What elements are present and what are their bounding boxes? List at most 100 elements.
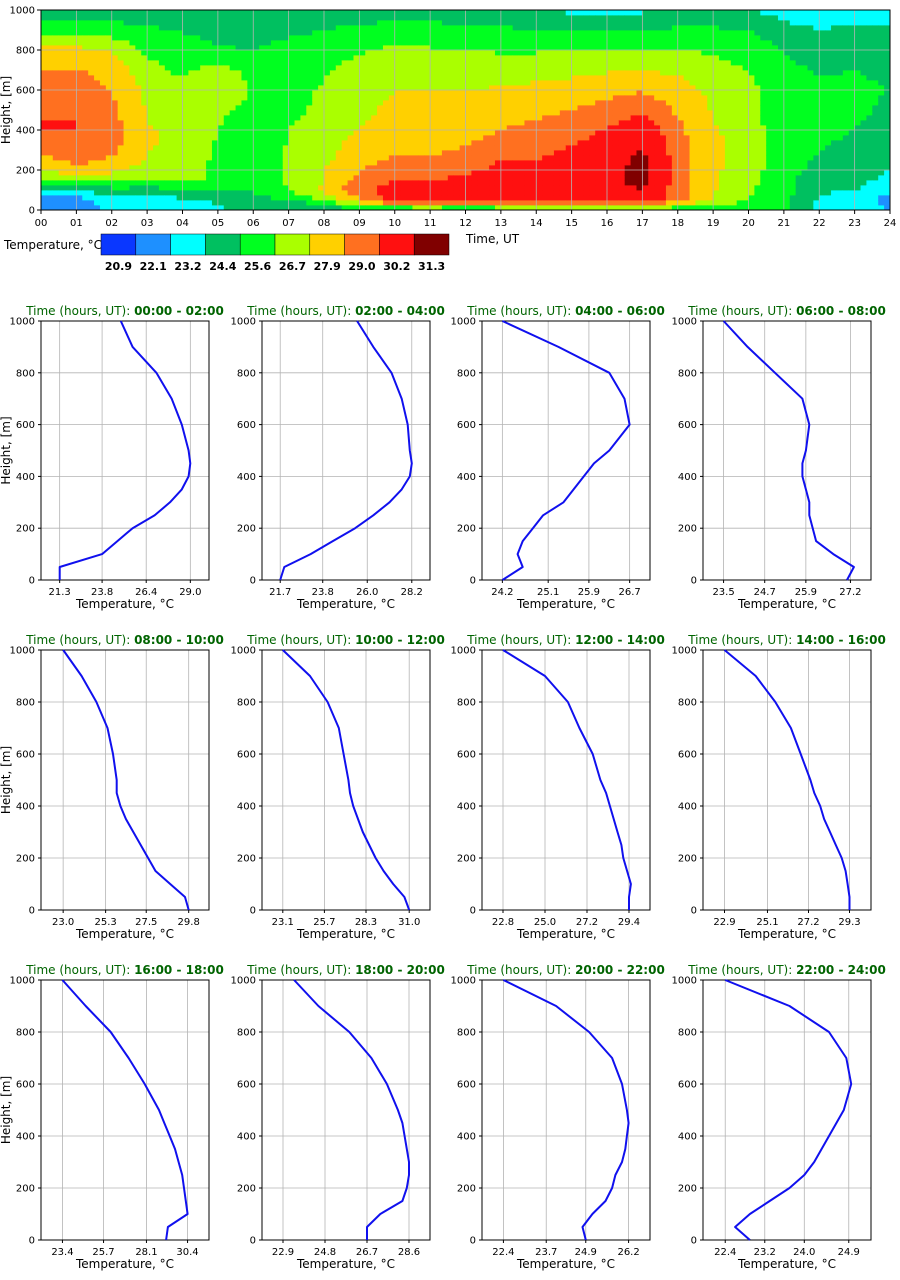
heatmap-cell xyxy=(736,115,744,121)
heatmap-cell xyxy=(217,75,225,81)
heatmap-cell xyxy=(424,45,431,51)
heatmap-cell xyxy=(164,150,172,156)
heatmap-cell xyxy=(117,145,124,151)
heatmap-cell xyxy=(306,120,313,126)
heatmap-cell xyxy=(99,155,107,161)
heatmap-cell xyxy=(459,200,466,206)
heatmap-cell xyxy=(135,15,142,21)
heatmap-cell xyxy=(324,200,331,206)
heatmap-cell xyxy=(577,195,584,201)
heatmap-cell xyxy=(536,65,543,71)
heatmap-cell xyxy=(453,190,461,196)
heatmap-cell xyxy=(371,10,378,16)
heatmap-cell xyxy=(689,50,696,56)
heatmap-cell xyxy=(447,180,455,186)
heatmap-cell xyxy=(754,55,761,61)
heatmap-cell xyxy=(341,40,348,46)
heatmap-cell xyxy=(377,100,384,106)
heatmap-cell xyxy=(158,50,166,56)
heatmap-cell xyxy=(406,50,413,56)
heatmap-cell xyxy=(335,65,343,71)
heatmap-cell xyxy=(742,40,749,46)
heatmap-cell xyxy=(695,150,702,156)
heatmap-cell xyxy=(701,180,708,186)
heatmap-cell xyxy=(371,195,378,201)
heatmap-cell xyxy=(601,90,608,96)
heatmap-cell xyxy=(436,155,443,161)
heatmap-cell xyxy=(577,20,584,26)
heatmap-cell xyxy=(400,45,407,51)
heatmap-cell xyxy=(105,200,113,206)
heatmap-cell xyxy=(229,55,236,61)
heatmap-cell xyxy=(713,135,720,141)
heatmap-cell xyxy=(506,190,514,196)
heatmap-cell xyxy=(282,135,290,141)
heatmap-cell xyxy=(736,200,744,206)
heatmap-cell xyxy=(506,170,514,176)
heatmap-cell xyxy=(182,165,189,171)
heatmap-cell xyxy=(654,165,661,171)
heatmap-cell xyxy=(182,95,189,101)
heatmap-cell xyxy=(418,120,425,126)
heatmap-cell xyxy=(766,165,773,171)
heatmap-cell xyxy=(707,75,714,81)
heatmap-cell xyxy=(601,65,608,71)
heatmap-cell xyxy=(766,180,773,186)
heatmap-cell xyxy=(200,125,207,131)
heatmap-cell xyxy=(601,125,608,131)
heatmap-cell xyxy=(194,35,201,41)
heatmap-cell xyxy=(270,195,278,201)
heatmap-cell xyxy=(719,60,726,66)
heatmap-cell xyxy=(418,190,425,196)
heatmap-cell xyxy=(359,15,366,21)
heatmap-cell xyxy=(601,40,608,46)
heatmap-cell xyxy=(329,155,337,161)
heatmap-cell xyxy=(200,165,207,171)
heatmap-cell xyxy=(736,75,744,81)
heatmap-cell xyxy=(648,185,655,191)
heatmap-cell xyxy=(111,120,119,126)
heatmap-cell xyxy=(46,175,54,181)
heatmap-cell xyxy=(671,20,679,26)
heatmap-cell xyxy=(58,10,65,16)
heatmap-cell xyxy=(365,125,372,131)
heatmap-cell xyxy=(471,110,478,116)
heatmap-cell xyxy=(94,185,101,191)
heatmap-cell xyxy=(105,110,113,116)
heatmap-cell xyxy=(553,70,561,76)
heatmap-cell xyxy=(772,90,779,96)
heatmap-cell xyxy=(400,30,407,36)
heatmap-cell xyxy=(618,115,626,121)
heatmap-cell xyxy=(559,110,567,116)
heatmap-cell xyxy=(730,80,738,86)
heatmap-cell xyxy=(94,15,101,21)
heatmap-cell xyxy=(211,90,219,96)
heatmap-cell xyxy=(117,85,124,91)
heatmap-cell xyxy=(70,140,77,146)
heatmap-cell xyxy=(223,15,231,21)
heatmap-cell xyxy=(270,70,278,76)
heatmap-cell xyxy=(206,175,213,181)
heatmap-cell xyxy=(388,125,396,131)
heatmap-cell xyxy=(583,100,590,106)
heatmap-cell xyxy=(695,75,702,81)
heatmap-cell xyxy=(565,125,573,131)
heatmap-cell xyxy=(335,80,343,86)
heatmap-cell xyxy=(58,170,65,176)
heatmap-cell xyxy=(683,155,690,161)
heatmap-cell xyxy=(441,160,449,166)
heatmap-cell xyxy=(388,155,396,161)
heatmap-cell xyxy=(394,90,402,96)
heatmap-cell xyxy=(701,70,708,76)
heatmap-cell xyxy=(624,165,631,171)
heatmap-cell xyxy=(105,60,113,66)
heatmap-cell xyxy=(489,100,496,106)
heatmap-cell xyxy=(595,140,602,146)
heatmap-cell xyxy=(123,90,130,96)
heatmap-cell xyxy=(188,180,195,186)
heatmap-cell xyxy=(335,200,343,206)
heatmap-cell xyxy=(571,150,578,156)
heatmap-cell xyxy=(82,150,89,156)
heatmap-cell xyxy=(377,205,384,211)
heatmap-cell xyxy=(229,145,236,151)
